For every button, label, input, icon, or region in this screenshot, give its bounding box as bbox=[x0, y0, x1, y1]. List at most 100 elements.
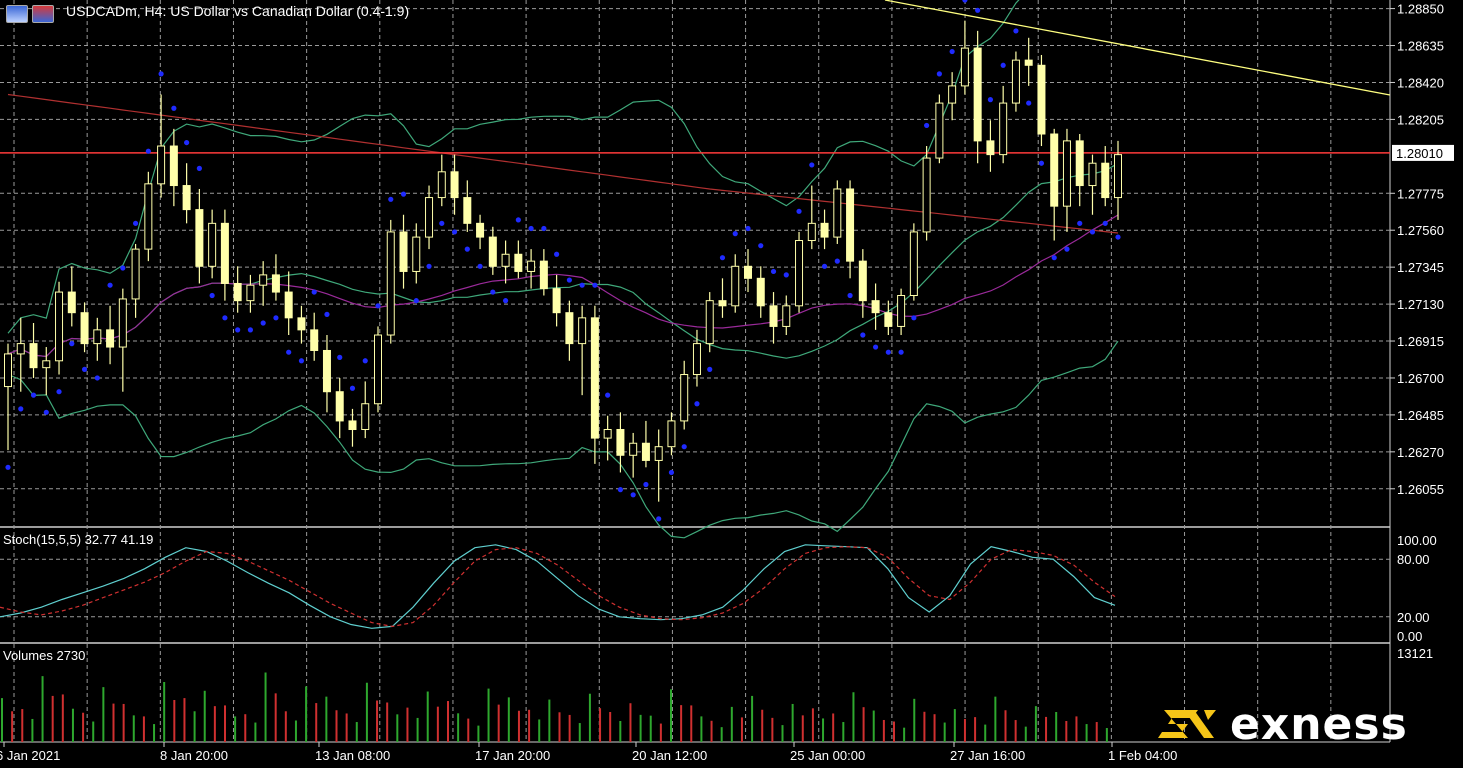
psar-dot bbox=[413, 298, 419, 304]
price-tick-label: 1.26485 bbox=[1397, 408, 1444, 423]
candle-body bbox=[118, 298, 127, 348]
price-tick-label: 1.28635 bbox=[1397, 39, 1444, 54]
candle-body bbox=[425, 197, 434, 238]
candle-body bbox=[616, 429, 625, 456]
psar-dot bbox=[847, 292, 853, 299]
candle-body bbox=[514, 253, 523, 272]
candle-body bbox=[157, 145, 166, 185]
psar-dot bbox=[630, 492, 636, 498]
candle-body bbox=[259, 274, 268, 286]
candle-body bbox=[539, 260, 548, 290]
psar-dot bbox=[668, 469, 675, 476]
psar-dot bbox=[94, 375, 100, 381]
psar-dot bbox=[643, 481, 649, 488]
candle-body bbox=[195, 209, 204, 267]
candle-body bbox=[552, 288, 561, 314]
candle-body bbox=[29, 343, 38, 369]
candle-body bbox=[208, 222, 217, 267]
candle-body bbox=[705, 300, 714, 345]
psar-dot bbox=[120, 265, 126, 271]
psar-dot bbox=[196, 165, 202, 171]
candle-body bbox=[1101, 162, 1110, 199]
psar-dot bbox=[579, 282, 585, 288]
psar-dot bbox=[1013, 28, 1019, 34]
candle-body bbox=[692, 343, 701, 376]
psar-dot bbox=[860, 332, 866, 338]
price-tick-label: 1.28205 bbox=[1397, 112, 1444, 127]
indicator-overlays bbox=[0, 0, 1391, 539]
chart-title: USDCADm, H4: US Dollar vs Canadian Dolla… bbox=[66, 3, 410, 19]
candle-body bbox=[437, 171, 446, 199]
price-tick-label: 1.26915 bbox=[1397, 334, 1444, 349]
psar-dot bbox=[962, 0, 968, 3]
candle-body bbox=[744, 265, 752, 279]
candle-body bbox=[361, 403, 370, 431]
psar-dot bbox=[273, 315, 279, 321]
psar-dot bbox=[209, 292, 215, 299]
candle-body bbox=[527, 260, 536, 272]
candle-body bbox=[820, 222, 829, 238]
psar-dot bbox=[656, 516, 662, 522]
time-tick-label: 13 Jan 08:00 bbox=[315, 748, 390, 763]
psar-dot bbox=[885, 349, 891, 355]
candle-body bbox=[169, 145, 178, 187]
candle-body bbox=[450, 171, 459, 199]
candle-body bbox=[4, 353, 12, 388]
candle-body bbox=[667, 420, 676, 448]
candle-body bbox=[846, 188, 855, 262]
psar-dot bbox=[528, 225, 534, 232]
psar-dot bbox=[834, 258, 840, 264]
psar-dot bbox=[171, 105, 177, 111]
calendar-icon[interactable] bbox=[6, 5, 28, 23]
psar-dot bbox=[605, 392, 611, 398]
candle-body bbox=[1037, 64, 1046, 135]
candle-body bbox=[578, 317, 587, 345]
candle-body bbox=[1114, 154, 1122, 199]
stoch-title: Stoch(15,5,5) 32.77 41.19 bbox=[3, 532, 154, 547]
stoch-tick-label: 100.00 bbox=[1397, 533, 1437, 548]
candle-body bbox=[335, 391, 344, 422]
exness-logo: exness bbox=[1158, 699, 1408, 750]
psar-dot bbox=[515, 217, 521, 223]
candle-body bbox=[55, 291, 64, 362]
stoch-tick-label: 0.00 bbox=[1397, 629, 1422, 644]
candle-body bbox=[629, 442, 638, 456]
psar-dot bbox=[770, 268, 777, 275]
psar-dot bbox=[987, 97, 994, 103]
candle-body bbox=[680, 374, 689, 422]
volume-pane bbox=[1, 672, 1108, 742]
candle-body bbox=[322, 349, 331, 393]
psar-dot bbox=[337, 354, 343, 360]
candle-body bbox=[1075, 140, 1084, 187]
exness-logo-icon bbox=[1158, 710, 1216, 738]
currency-icon[interactable] bbox=[32, 5, 54, 23]
psar-dot bbox=[235, 327, 241, 333]
psar-dot bbox=[592, 282, 598, 288]
psar-dot bbox=[18, 406, 24, 412]
candle-body bbox=[960, 47, 969, 87]
candle-body bbox=[1011, 59, 1020, 104]
candle-body bbox=[871, 300, 880, 314]
volume-title: Volumes 2730 bbox=[3, 648, 86, 663]
time-tick-label: 8 Jan 20:00 bbox=[160, 748, 228, 763]
psar-dot bbox=[5, 464, 11, 470]
candle-body bbox=[476, 222, 485, 238]
psar-dot bbox=[707, 366, 713, 372]
psar-dot bbox=[681, 444, 687, 450]
price-tick-label: 1.27130 bbox=[1397, 297, 1444, 312]
psar-dot bbox=[1064, 246, 1070, 252]
candle-body bbox=[795, 240, 804, 307]
candle-body bbox=[858, 260, 867, 302]
stoch-tick-label: 80.00 bbox=[1397, 552, 1430, 567]
psar-dot bbox=[554, 251, 560, 257]
psar-dot bbox=[69, 341, 75, 347]
candle-body bbox=[412, 236, 421, 272]
candle-body bbox=[782, 305, 791, 327]
candle-body bbox=[348, 420, 357, 431]
psar-dot bbox=[349, 385, 356, 391]
candle-body bbox=[986, 140, 995, 156]
candle-body bbox=[590, 317, 599, 439]
price-tick-label: 1.27775 bbox=[1397, 186, 1444, 201]
